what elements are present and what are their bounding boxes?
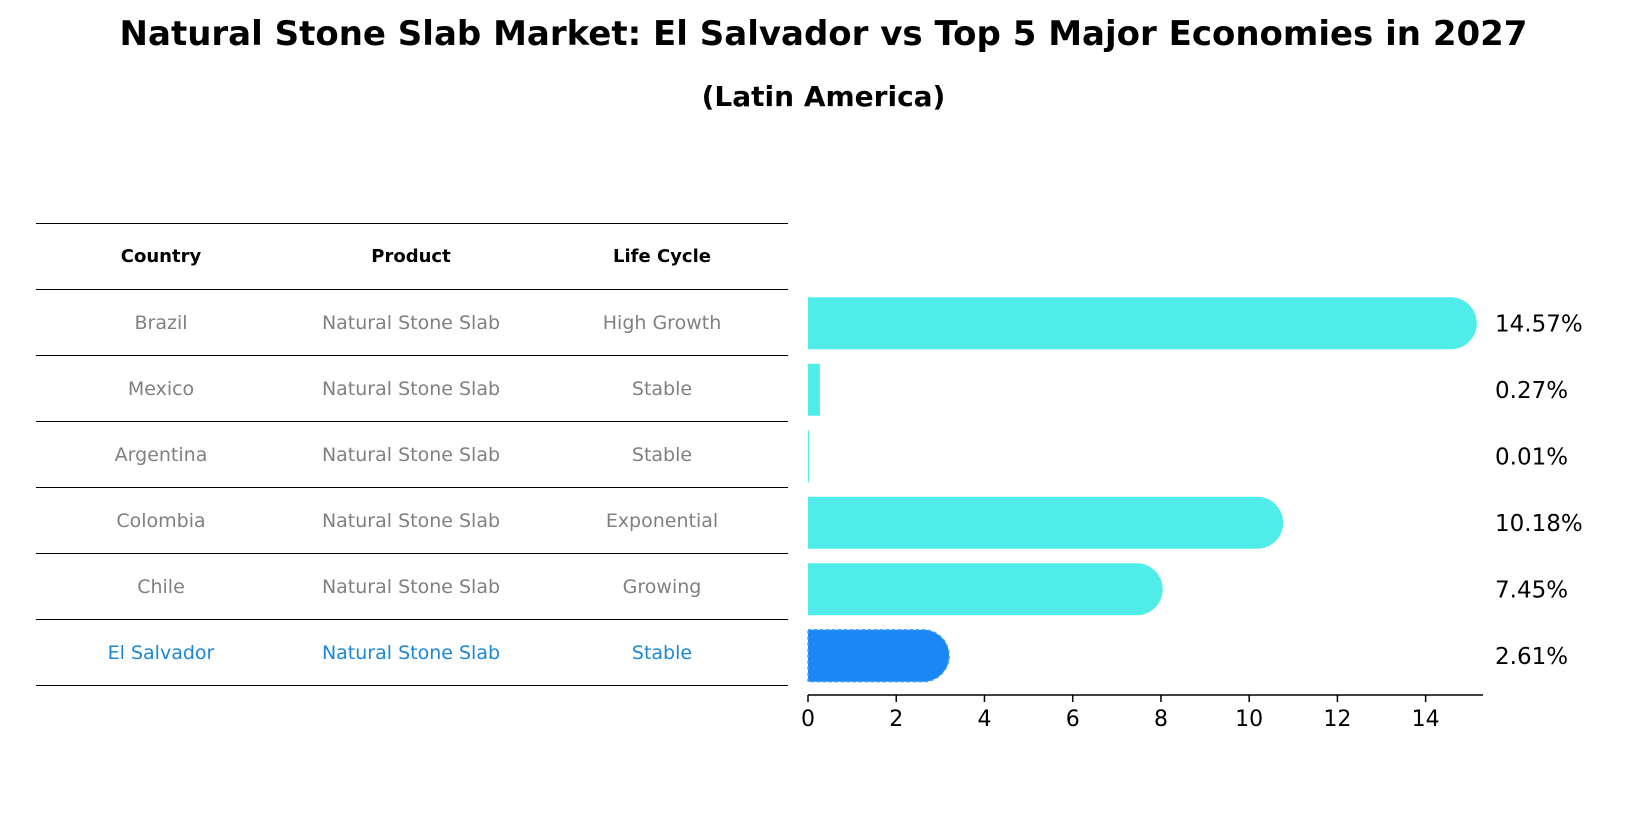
product-cell: Natural Stone Slab	[321, 509, 501, 532]
x-tick-label: 10	[1235, 707, 1263, 732]
country-cell: Colombia	[116, 509, 206, 532]
data-label: 0.27%	[1495, 378, 1568, 404]
bar-el-salvador	[807, 629, 950, 683]
country-cell: Brazil	[134, 311, 188, 334]
country-cell: Chile	[137, 575, 185, 598]
product-cell: Natural Stone Slab	[321, 575, 501, 598]
product-cell: Natural Stone Slab	[321, 641, 501, 664]
table-row-highlight: El Salvador Natural Stone Slab Stable	[36, 620, 788, 686]
data-label: 10.18%	[1495, 511, 1583, 537]
life-cycle-cell: Stable	[631, 641, 693, 664]
life-cycle-cell: Stable	[631, 443, 693, 466]
data-label: 0.01%	[1495, 444, 1568, 470]
data-table: Country Product Life Cycle Brazil Natura…	[36, 223, 788, 686]
product-cell: Natural Stone Slab	[321, 443, 501, 466]
chart-subtitle: (Latin America)	[701, 80, 946, 113]
x-tick-label: 2	[889, 707, 903, 732]
bar-argentina	[808, 430, 809, 483]
header-product: Product	[371, 246, 451, 267]
life-cycle-cell: Growing	[622, 575, 702, 598]
product-cell: Natural Stone Slab	[321, 311, 501, 334]
life-cycle-cell: Exponential	[605, 509, 719, 532]
table-row: Brazil Natural Stone Slab High Growth	[36, 290, 788, 356]
x-tick-label: 4	[977, 707, 991, 732]
x-tick-label: 8	[1154, 707, 1168, 732]
x-tick-label: 14	[1412, 707, 1440, 732]
header-country: Country	[120, 246, 202, 267]
table-row: Argentina Natural Stone Slab Stable	[36, 422, 788, 488]
country-cell: Mexico	[127, 377, 195, 400]
x-tick-label: 12	[1323, 707, 1351, 732]
table-row: Mexico Natural Stone Slab Stable	[36, 356, 788, 422]
bar-mexico	[808, 363, 820, 416]
x-tick-label: 0	[801, 707, 815, 732]
bar-colombia	[808, 496, 1284, 549]
data-label: 7.45%	[1495, 577, 1568, 603]
life-cycle-cell: High Growth	[602, 311, 722, 334]
bar-chile	[808, 563, 1163, 616]
table-row: Colombia Natural Stone Slab Exponential	[36, 488, 788, 554]
x-tick-label: 6	[1066, 707, 1080, 732]
header-life-cycle: Life Cycle	[613, 246, 711, 267]
country-cell: Argentina	[114, 443, 208, 466]
table-header-row: Country Product Life Cycle	[36, 223, 788, 290]
chart-title: Natural Stone Slab Market: El Salvador v…	[119, 14, 1528, 54]
data-label: 14.57%	[1495, 311, 1583, 337]
table-row: Chile Natural Stone Slab Growing	[36, 554, 788, 620]
bar-brazil	[808, 297, 1477, 350]
data-label: 2.61%	[1495, 644, 1568, 670]
product-cell: Natural Stone Slab	[321, 377, 501, 400]
life-cycle-cell: Stable	[631, 377, 693, 400]
country-cell: El Salvador	[107, 641, 215, 664]
